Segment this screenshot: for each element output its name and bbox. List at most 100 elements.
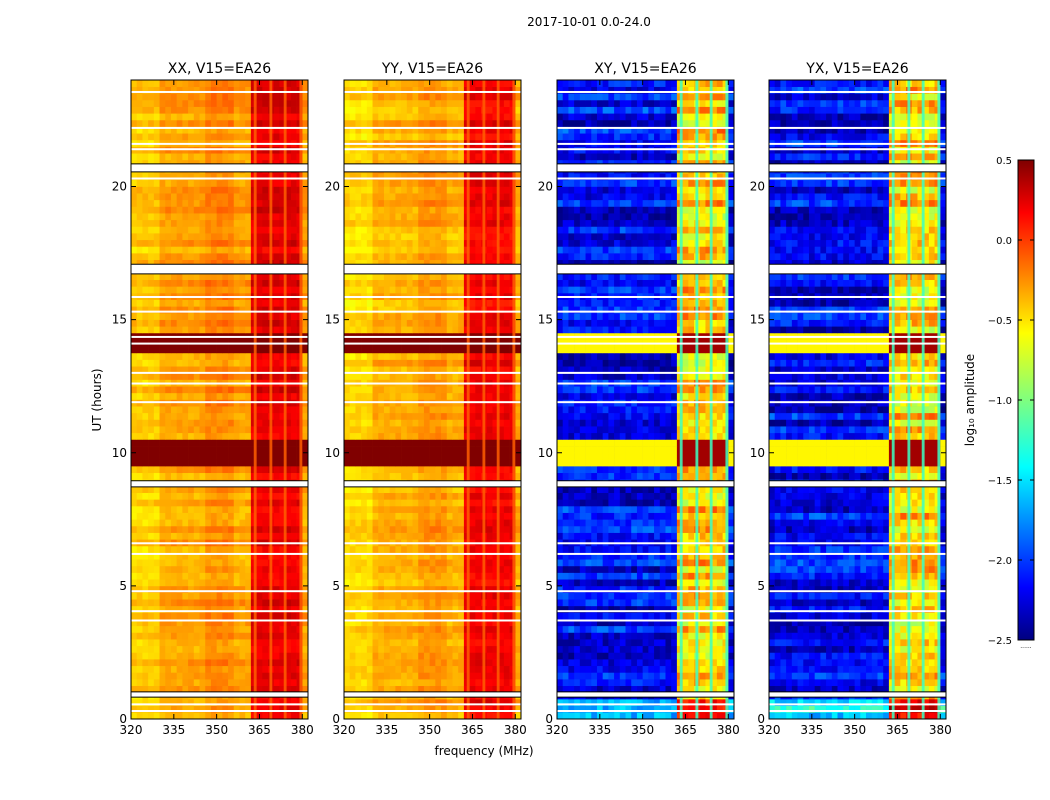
heatmap-cell <box>142 173 149 181</box>
heatmap-cell <box>216 625 223 633</box>
heatmap-cell <box>239 406 246 414</box>
heatmap-cell <box>170 352 177 360</box>
heatmap-cell <box>452 312 459 320</box>
heatmap-cell <box>182 199 189 207</box>
heatmap-cell <box>176 253 183 261</box>
heatmap-cell <box>245 486 252 493</box>
heatmap-cell <box>361 486 368 493</box>
heatmap-cell <box>262 599 269 607</box>
heatmap-cell <box>441 652 448 660</box>
heatmap-cell <box>222 585 229 593</box>
heatmap-cell <box>131 612 138 620</box>
heatmap-cell <box>423 565 430 573</box>
heatmap-cell <box>273 565 280 573</box>
heatmap-cell <box>279 446 286 454</box>
heatmap-cell <box>245 712 252 720</box>
heatmap-cell <box>148 159 155 167</box>
heatmap-cell <box>176 233 183 241</box>
heatmap-cell <box>153 499 160 507</box>
flagged-row <box>131 552 308 555</box>
heatmap-cell <box>349 406 356 414</box>
heatmap-cell <box>188 233 195 241</box>
heatmap-cell <box>492 506 499 513</box>
heatmap-cell <box>372 366 379 374</box>
heatmap-cell <box>148 572 155 580</box>
heatmap-cell <box>176 565 183 573</box>
heatmap-cell <box>199 452 206 460</box>
heatmap-cell <box>412 619 419 627</box>
heatmap-cell <box>418 665 425 673</box>
heatmap-cell <box>273 632 280 640</box>
heatmap-cell <box>199 565 206 573</box>
heatmap-cell <box>233 652 240 660</box>
heatmap-cell <box>378 639 385 647</box>
heatmap-cell <box>256 226 263 234</box>
heatmap-cell <box>153 466 160 474</box>
heatmap-cell <box>378 406 385 414</box>
heatmap-cell <box>290 599 297 607</box>
heatmap-cell <box>216 506 223 513</box>
heatmap-cell <box>469 632 476 640</box>
heatmap-cell <box>188 439 195 447</box>
heatmap-cell <box>372 439 379 447</box>
heatmap-cell <box>492 532 499 540</box>
heatmap-cell <box>228 199 235 207</box>
heatmap-cell <box>492 512 499 520</box>
heatmap-cell <box>383 705 390 713</box>
heatmap-cell <box>302 179 309 187</box>
heatmap-cell <box>503 346 510 354</box>
heatmap-cell <box>256 545 263 553</box>
heatmap-cell <box>205 119 212 127</box>
heatmap-cell <box>136 605 143 613</box>
heatmap-cell <box>446 406 453 414</box>
heatmap-cell <box>285 86 292 94</box>
heatmap-cell <box>389 499 396 507</box>
heatmap-cell <box>498 645 505 653</box>
heatmap-cell <box>441 492 448 500</box>
heatmap-cell <box>262 466 269 474</box>
heatmap-cell <box>515 672 522 680</box>
heatmap-cell <box>193 672 200 680</box>
heatmap-cell <box>153 99 160 107</box>
heatmap-cell <box>389 352 396 360</box>
heatmap-cell <box>262 199 269 207</box>
heatmap-cell <box>441 432 448 440</box>
heatmap-cell <box>136 93 143 101</box>
heatmap-cell <box>210 559 217 567</box>
heatmap-cell <box>429 612 436 620</box>
heatmap-cell <box>159 452 166 460</box>
heatmap-cell <box>452 486 459 493</box>
heatmap-cell <box>136 519 143 527</box>
heatmap-cell <box>441 525 448 533</box>
heatmap-cell <box>355 659 362 667</box>
flagged-row <box>131 310 308 313</box>
heatmap-cell <box>245 446 252 454</box>
heatmap-cell <box>452 459 459 467</box>
heatmap-cell <box>182 80 189 87</box>
heatmap-cell <box>210 186 217 194</box>
heatmap-cell <box>131 652 138 660</box>
heatmap-cell <box>452 565 459 573</box>
heatmap-cell <box>131 239 138 247</box>
heatmap-cell <box>429 412 436 420</box>
heatmap-cell <box>423 685 430 693</box>
heatmap-cell <box>233 672 240 680</box>
heatmap-cell <box>159 545 166 553</box>
heatmap-cell <box>383 412 390 420</box>
heatmap-cell <box>256 99 263 107</box>
heatmap-cell <box>435 559 442 567</box>
heatmap-cell <box>188 459 195 467</box>
heatmap-cell <box>245 99 252 107</box>
heatmap-cell <box>153 579 160 587</box>
heatmap-cell <box>245 545 252 553</box>
heatmap-cell <box>412 412 419 420</box>
heatmap-cell <box>446 446 453 454</box>
heatmap-cell <box>262 133 269 141</box>
heatmap-cell <box>199 326 206 334</box>
heatmap-cell <box>256 113 263 121</box>
heatmap-cell <box>256 219 263 227</box>
heatmap-cell <box>205 439 212 447</box>
heatmap-cell <box>366 632 373 640</box>
heatmap-cell <box>142 605 149 613</box>
heatmap-cell <box>233 326 240 334</box>
